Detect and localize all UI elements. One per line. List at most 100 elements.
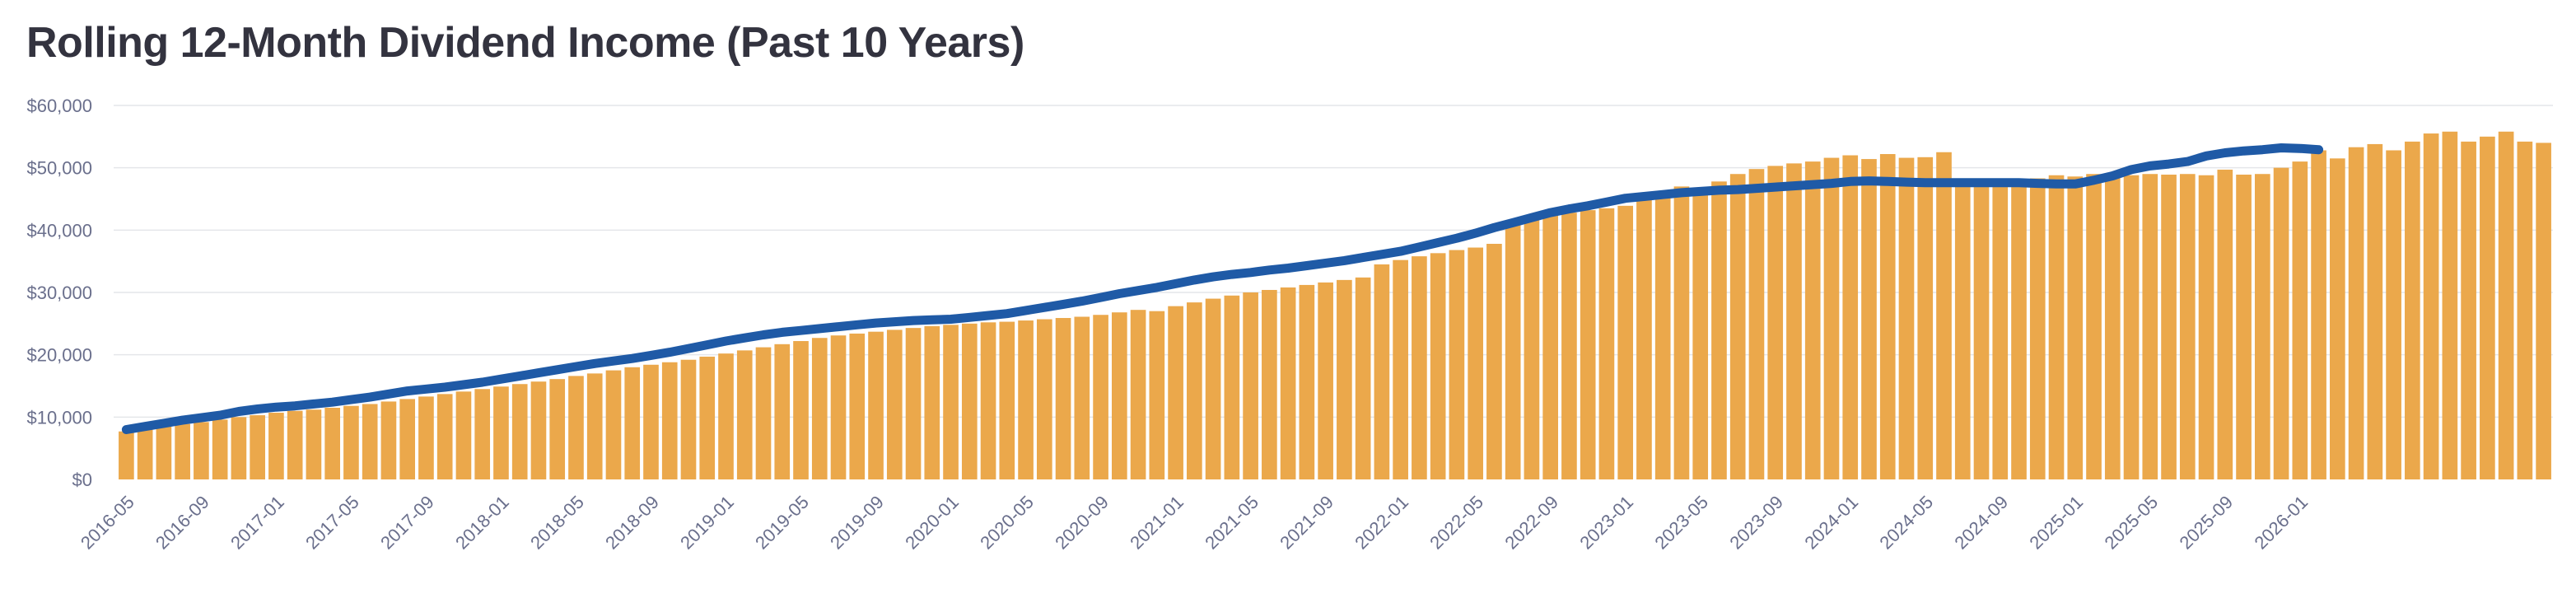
bar bbox=[774, 344, 791, 479]
bar bbox=[1374, 264, 1390, 479]
bar bbox=[2273, 167, 2289, 479]
bar bbox=[1786, 163, 1802, 479]
bar bbox=[1112, 312, 1127, 479]
bar bbox=[1486, 243, 1502, 479]
x-tick-label: 2023-09 bbox=[1725, 492, 1787, 554]
bar bbox=[343, 405, 359, 479]
bar bbox=[1449, 250, 1465, 479]
bar bbox=[1149, 311, 1165, 479]
bar bbox=[661, 362, 678, 479]
bar bbox=[943, 325, 959, 479]
bar bbox=[980, 322, 996, 479]
bar bbox=[2498, 131, 2514, 479]
bar bbox=[755, 347, 772, 479]
y-tick-label: $0 bbox=[72, 470, 92, 490]
bar bbox=[2048, 175, 2065, 479]
bar bbox=[1692, 188, 1709, 480]
line-series bbox=[121, 143, 2324, 434]
x-tick-label: 2024-05 bbox=[1875, 492, 1937, 554]
bar bbox=[830, 335, 847, 479]
bar bbox=[2142, 174, 2158, 479]
bar bbox=[1823, 157, 1840, 479]
bar bbox=[1412, 256, 1427, 479]
bar bbox=[605, 370, 622, 479]
bar bbox=[306, 409, 322, 479]
bar bbox=[643, 364, 659, 479]
bar bbox=[2217, 169, 2233, 480]
bar bbox=[2517, 141, 2533, 480]
bar bbox=[1992, 180, 2009, 480]
bar bbox=[1936, 152, 1952, 479]
x-tick-label: 2017-05 bbox=[301, 492, 363, 554]
bar bbox=[194, 422, 209, 479]
bar bbox=[1654, 192, 1671, 479]
bar bbox=[1224, 295, 1240, 479]
x-tick-label: 2025-01 bbox=[2025, 492, 2087, 554]
bar bbox=[1393, 259, 1408, 479]
bar bbox=[1280, 287, 1296, 479]
bar bbox=[2123, 175, 2140, 479]
bar bbox=[1205, 298, 1221, 479]
bar bbox=[1524, 218, 1540, 479]
x-tick-label: 2020-09 bbox=[1051, 492, 1113, 554]
bar bbox=[1973, 181, 1990, 479]
bar bbox=[1617, 205, 1634, 479]
x-tick-label: 2021-09 bbox=[1276, 492, 1337, 554]
x-tick-label: 2025-05 bbox=[2100, 492, 2162, 554]
bar bbox=[380, 401, 397, 479]
bar bbox=[1243, 292, 1258, 479]
bar bbox=[1729, 174, 1746, 479]
bar bbox=[1318, 282, 1333, 479]
bar bbox=[1018, 320, 1034, 479]
x-tick-label: 2026-01 bbox=[2250, 492, 2312, 554]
x-tick-label: 2022-09 bbox=[1500, 492, 1562, 554]
y-axis: $0 $10,000 $20,000 $30,000 $40,000 $50,000 $60… bbox=[26, 96, 92, 490]
y-tick-label: $60,000 bbox=[26, 96, 92, 116]
bar bbox=[119, 431, 134, 479]
bar bbox=[2067, 176, 2084, 479]
bar bbox=[2292, 161, 2308, 479]
x-tick-label: 2021-05 bbox=[1201, 492, 1262, 554]
bar bbox=[736, 350, 753, 479]
bar bbox=[1036, 319, 1052, 479]
bar bbox=[287, 410, 303, 479]
bar bbox=[586, 373, 603, 479]
bar bbox=[718, 353, 734, 479]
bar bbox=[2198, 175, 2214, 479]
x-tick-label: 2023-01 bbox=[1575, 492, 1637, 554]
x-tick-label: 2019-05 bbox=[751, 492, 813, 554]
bar bbox=[2405, 141, 2420, 480]
chart-title: Rolling 12-Month Dividend Income (Past 1… bbox=[26, 19, 1024, 67]
bar bbox=[1468, 247, 1483, 479]
bar bbox=[2367, 143, 2383, 479]
bar bbox=[1748, 169, 1765, 479]
bar bbox=[905, 328, 922, 479]
bar bbox=[493, 386, 509, 479]
bar bbox=[1636, 199, 1652, 479]
bar bbox=[455, 391, 472, 479]
x-tick-label: 2016-09 bbox=[152, 492, 213, 554]
bar bbox=[2536, 143, 2551, 479]
bar bbox=[1561, 213, 1577, 479]
trend-line bbox=[121, 143, 2324, 434]
bar bbox=[2386, 150, 2401, 480]
bar bbox=[2086, 174, 2102, 479]
x-tick-label: 2019-09 bbox=[826, 492, 888, 554]
bar bbox=[1355, 277, 1371, 479]
bar bbox=[268, 413, 284, 479]
bar bbox=[1168, 306, 1183, 479]
bar bbox=[1917, 157, 1934, 479]
bar bbox=[999, 321, 1015, 479]
x-tick-label: 2024-09 bbox=[1950, 492, 2012, 554]
x-axis: 2016-05 2016-09 2017-01 2017-05 2017-09 2018-… bbox=[77, 492, 2312, 554]
bar bbox=[2311, 150, 2326, 480]
bar bbox=[2236, 174, 2252, 480]
x-tick-label: 2022-01 bbox=[1351, 492, 1412, 554]
y-tick-label: $30,000 bbox=[26, 283, 92, 303]
bar bbox=[1767, 166, 1784, 479]
bar bbox=[1093, 315, 1108, 479]
bar bbox=[2254, 174, 2270, 479]
bar bbox=[793, 341, 809, 479]
bar bbox=[175, 423, 190, 479]
